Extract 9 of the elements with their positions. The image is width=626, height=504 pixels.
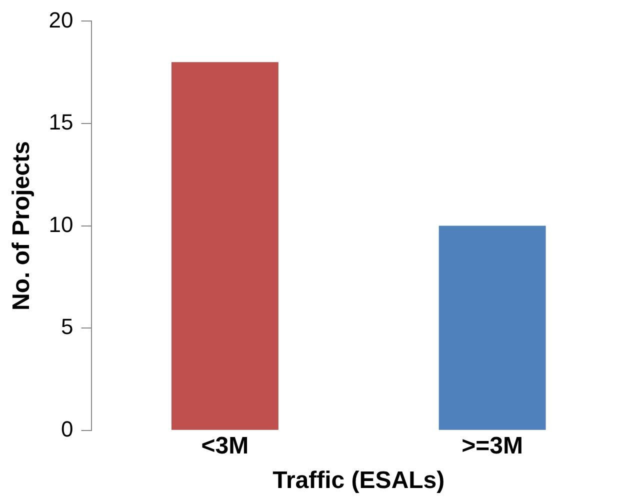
y-tick-label: 15 [48,110,74,135]
y-tick-label: 20 [48,7,74,32]
x-tick-label: >=3M [462,432,524,460]
y-tick-label: 10 [48,212,74,237]
x-axis-title: Traffic (ESALs) [272,467,445,494]
y-axis-title: No. of Projects [8,141,36,310]
y-tick-label: 0 [61,416,74,442]
y-tick-label: 5 [61,314,74,340]
x-tick-label: <3M [201,432,249,460]
